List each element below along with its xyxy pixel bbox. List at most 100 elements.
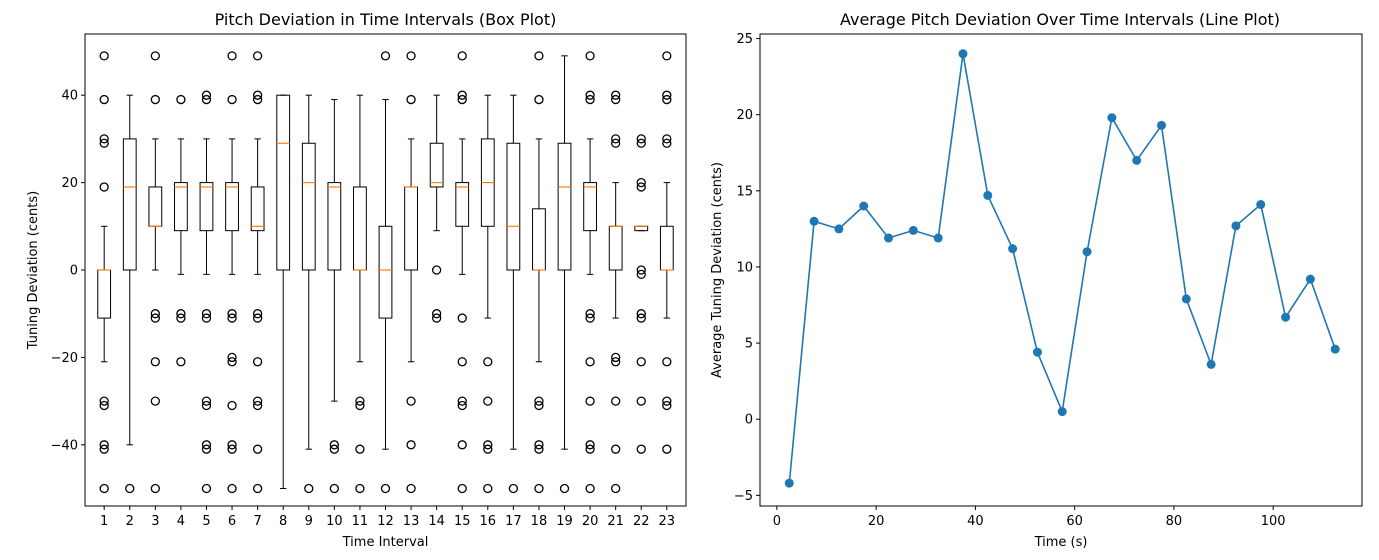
line-plot-x-axis-label: Time (s): [1034, 535, 1088, 550]
box-23: [659, 51, 674, 454]
outlier-point: [406, 51, 416, 61]
outlier-point: [611, 483, 621, 494]
line-plot-x-tick-label: 40: [967, 514, 984, 529]
box-3: [148, 51, 163, 494]
data-point: [1107, 113, 1117, 123]
box-9: [301, 94, 316, 494]
outlier-point: [559, 483, 570, 494]
iqr-box: [557, 142, 572, 271]
outlier-point: [380, 483, 391, 494]
data-point: [1008, 244, 1018, 254]
outlier-point: [227, 444, 237, 454]
box-plot-x-tick: 13: [403, 506, 420, 529]
iqr-box: [506, 142, 521, 271]
box-plot-x-tick-label: 7: [253, 514, 261, 529]
outlier-point: [150, 94, 160, 105]
line-plot-y-axis-label: Average Tuning Deviation (cents): [710, 162, 725, 378]
line-plot-x-tick-label: 60: [1066, 514, 1083, 529]
iqr-box: [429, 142, 444, 188]
outlier-point: [99, 396, 109, 406]
outlier-point: [355, 396, 365, 406]
box-19: [557, 55, 572, 494]
outlier-point: [662, 51, 672, 61]
line-plot-x-tick: 40: [967, 506, 984, 529]
outlier-point: [636, 269, 646, 280]
outlier-point: [585, 440, 595, 450]
outlier-point: [150, 309, 160, 319]
outlier-point: [457, 396, 467, 406]
outlier-point: [662, 90, 672, 100]
outlier-point: [508, 483, 519, 494]
box-2: [122, 94, 137, 494]
outlier-point: [227, 357, 237, 367]
outlier-point: [611, 357, 621, 367]
outlier-point: [304, 483, 314, 494]
outlier-point: [534, 400, 544, 411]
box-22: [634, 134, 649, 454]
line-plot-x-tick: 20: [868, 506, 884, 529]
box-plot-x-tick-label: 13: [403, 514, 420, 529]
box-plot-x-tick-label: 23: [659, 514, 676, 529]
box-1: [97, 51, 112, 494]
outlier-point: [406, 94, 416, 105]
box-plot-x-tick: 6: [228, 506, 236, 529]
outlier-point: [662, 357, 672, 367]
box-16: [480, 94, 495, 494]
line-plot-y-tick-label: 15: [736, 184, 753, 199]
box-14: [429, 94, 444, 323]
iqr-box: [276, 94, 291, 271]
outlier-point: [662, 134, 672, 144]
data-point: [1032, 347, 1042, 357]
outlier-point: [329, 440, 340, 450]
box-plot-x-tick: 2: [126, 506, 134, 529]
box-5: [199, 90, 214, 494]
line-plot-y-tick-label: 5: [745, 337, 753, 352]
outlier-point: [176, 94, 186, 105]
box-plot-x-tick: 7: [253, 506, 262, 529]
outlier-point: [636, 138, 646, 148]
box-8: [276, 94, 291, 490]
data-point: [958, 49, 968, 59]
outlier-point: [99, 444, 109, 454]
iqr-box: [634, 225, 649, 232]
outlier-point: [431, 313, 442, 323]
outlier-point: [662, 94, 672, 105]
box-plot-x-tick: 23: [659, 506, 676, 529]
box-plot-y-tick: −40: [51, 438, 85, 453]
line-plot-y-tick-label: 25: [736, 32, 753, 47]
outlier-point: [636, 309, 646, 319]
outlier-point: [99, 94, 109, 105]
outlier-point: [636, 177, 646, 188]
data-point: [933, 233, 943, 243]
outlier-point: [201, 483, 212, 494]
box-plot-y-axis-label: Tuning Deviation (cents): [26, 191, 41, 350]
box-plot-x-tick-label: 12: [377, 514, 394, 529]
iqr-box: [455, 182, 470, 227]
outlier-point: [355, 483, 365, 494]
outlier-point: [201, 440, 212, 450]
box-plot-x-tick-label: 17: [505, 514, 522, 529]
outlier-point: [611, 94, 621, 105]
box-plot-x-tick-label: 16: [480, 514, 497, 529]
box-plot-x-tick-label: 8: [279, 514, 287, 529]
box-plot-x-tick-label: 5: [202, 514, 210, 529]
box-plot-y-tick-label: 0: [70, 264, 78, 279]
outlier-point: [662, 138, 672, 148]
box-plot-x-ticks: 1 2 3 4 5 6 7 8 9 10 11 12 13 14 15 16 17 18 19 20 21 22 23: [100, 506, 675, 529]
iqr-box: [122, 138, 137, 271]
iqr-box: [404, 186, 418, 271]
outlier-point: [252, 94, 263, 105]
outlier-point: [585, 51, 595, 61]
outlier-point: [585, 94, 595, 105]
data-point: [1231, 221, 1241, 231]
box-plot-x-tick-label: 15: [454, 514, 471, 529]
box-plot-x-tick: 5: [202, 506, 211, 529]
outlier-point: [355, 400, 365, 411]
line-plot-x-tick: 80: [1166, 506, 1182, 529]
outlier-point: [329, 483, 340, 494]
box-13: [404, 51, 418, 494]
line-plot-y-tick: −5: [734, 489, 760, 504]
box-plot-x-tick-label: 14: [428, 514, 445, 529]
line-plot-y-ticks: −5 0 5 10 15 20 25: [734, 32, 760, 504]
